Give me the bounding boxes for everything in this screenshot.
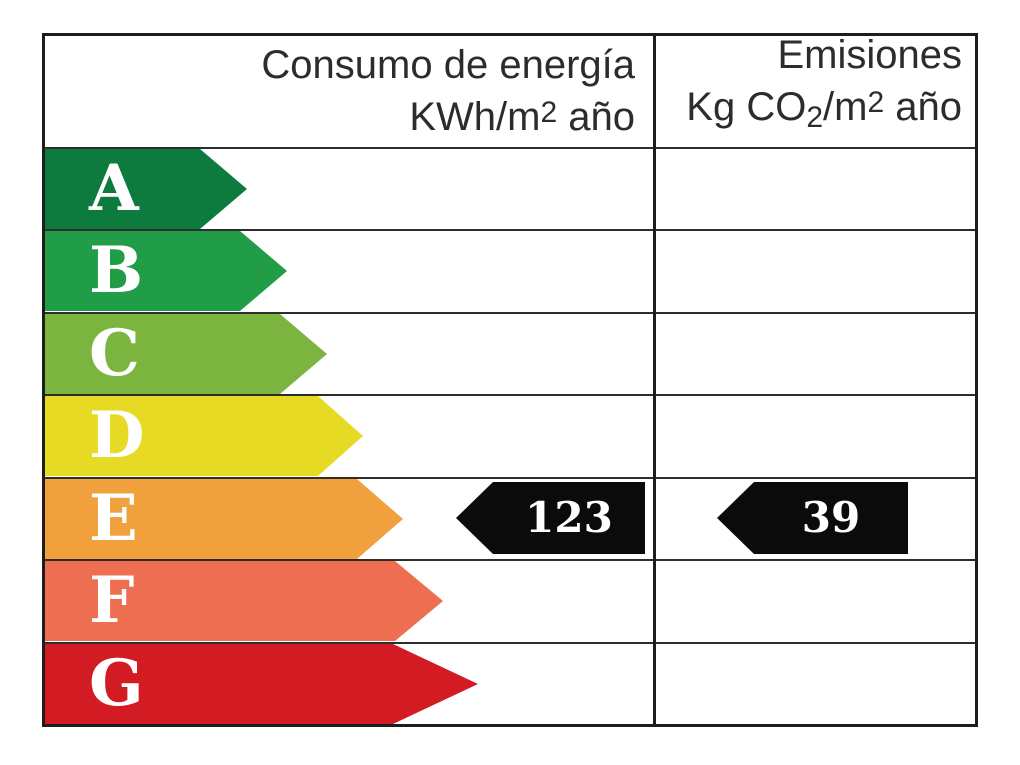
unit-part: año — [557, 95, 635, 139]
column-divider — [653, 36, 656, 724]
rating-letter: G — [89, 645, 144, 721]
consumo-unit: KWh/m2 año — [409, 89, 635, 141]
table-layer: Consumo de energía KWh/m2 año Emisiones … — [45, 33, 975, 724]
rating-row-a: A — [45, 147, 975, 229]
rating-row-e: E — [45, 476, 975, 559]
unit-part: 2 — [867, 86, 885, 119]
unit-part: 2 — [806, 101, 824, 134]
rating-bar-d-arrow-icon — [45, 396, 363, 477]
rating-bar-c-arrow-icon — [45, 313, 327, 394]
rating-letter: D — [89, 398, 145, 474]
value-arrow-consumo: 123 — [456, 481, 645, 554]
rating-bar-g-arrow-icon — [45, 643, 478, 724]
unit-part: año — [884, 85, 962, 129]
value-arrow-emisiones: 39 — [717, 481, 908, 554]
value-label: 123 — [525, 492, 613, 542]
emisiones-title: Emisiones — [777, 33, 962, 77]
rating-rows: A B C D E F G 123 39 — [45, 36, 975, 724]
unit-part: KWh/m — [409, 95, 541, 139]
header-cell-emisiones: Emisiones Kg CO2/m2 año — [653, 33, 975, 147]
emisiones-unit: Kg CO2/m2 año — [686, 79, 962, 141]
consumo-title: Consumo de energía — [261, 43, 635, 87]
table-header: Consumo de energía KWh/m2 año Emisiones … — [45, 33, 975, 147]
black-left-arrow-icon — [456, 481, 645, 554]
rating-letter: F — [89, 563, 135, 639]
unit-part: 2 — [540, 96, 558, 129]
black-left-arrow-icon — [717, 481, 908, 554]
rating-letter: A — [89, 151, 139, 226]
rating-bar-e-arrow-icon — [45, 478, 403, 559]
rating-table: Consumo de energía KWh/m2 año Emisiones … — [42, 33, 978, 727]
rating-bar-b-arrow-icon — [45, 231, 287, 312]
rating-letter: B — [89, 233, 144, 309]
rating-row-b: B — [45, 229, 975, 312]
unit-part: /m — [823, 85, 868, 129]
value-label: 39 — [801, 492, 861, 542]
header-cell-consumo: Consumo de energía KWh/m2 año — [45, 36, 653, 147]
unit-part: Kg CO — [686, 85, 807, 129]
rating-letter: C — [89, 315, 140, 391]
rating-bar-f-arrow-icon — [45, 561, 443, 642]
rating-row-g: G — [45, 641, 975, 724]
rating-row-d: D — [45, 394, 975, 477]
rating-row-f: F — [45, 559, 975, 642]
rating-row-c: C — [45, 311, 975, 394]
rating-letter: E — [89, 480, 138, 556]
rating-bar-a-arrow-icon — [45, 149, 247, 229]
